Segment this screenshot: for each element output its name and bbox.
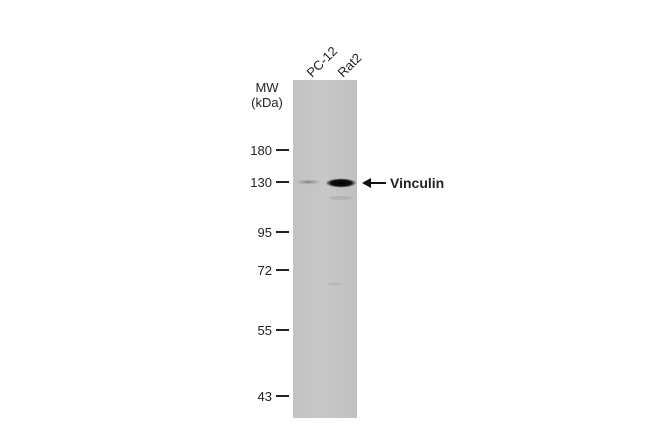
faint-band (327, 282, 343, 286)
faint-band (329, 196, 353, 200)
lane-label: PC-12 (304, 43, 341, 80)
markers: 180 130 95 72 55 43 (250, 143, 289, 404)
marker-label: 43 (258, 389, 272, 404)
band (326, 178, 356, 188)
marker-label: 180 (250, 143, 272, 158)
mw-label: MW (255, 80, 279, 95)
arrow (362, 178, 386, 188)
band-label: Vinculin (390, 175, 444, 191)
gel (293, 80, 357, 418)
mw-label: (kDa) (251, 95, 283, 110)
marker-label: 95 (258, 225, 272, 240)
marker-label: 55 (258, 323, 272, 338)
marker-label: 72 (258, 263, 272, 278)
band (295, 179, 321, 185)
marker-label: 130 (250, 175, 272, 190)
